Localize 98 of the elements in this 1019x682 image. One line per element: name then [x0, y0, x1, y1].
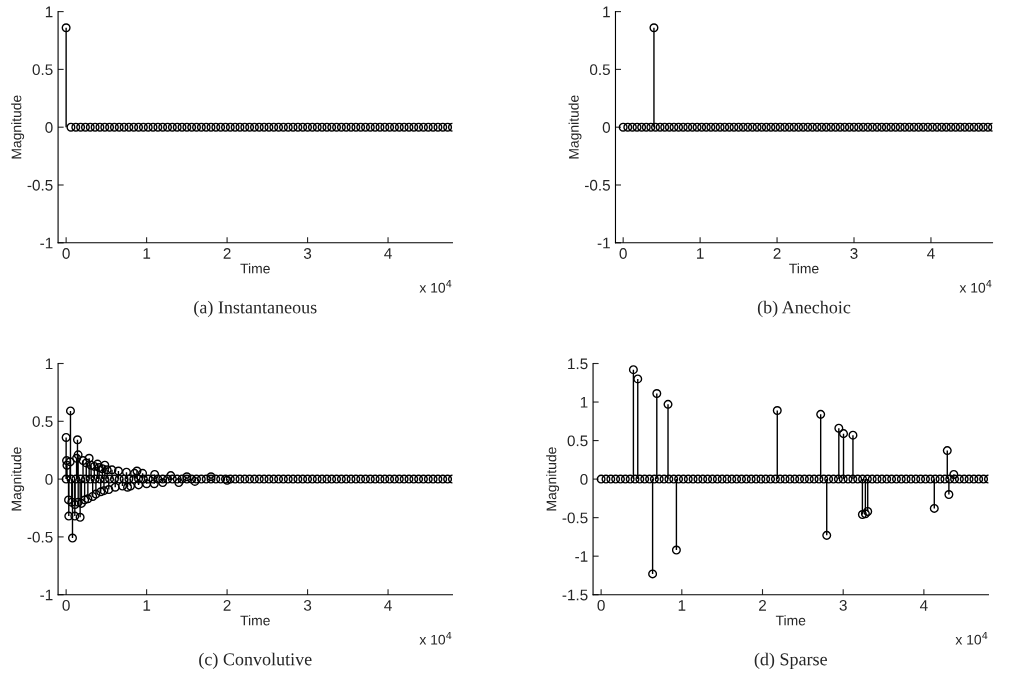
point: [113, 466, 123, 476]
x-axis-title: Time: [789, 263, 819, 274]
point: [848, 430, 858, 440]
y-tick-label: -1: [40, 589, 53, 601]
x-axis-title: Time: [775, 615, 806, 626]
y-tick-label: -0.5: [562, 512, 588, 524]
x-tick-label: 1: [143, 600, 151, 611]
y-tick-label: 1: [580, 397, 588, 408]
y-tick-label: 1.5: [568, 358, 588, 370]
point: [70, 511, 80, 521]
x-tick-label: 3: [850, 248, 858, 259]
point: [929, 503, 939, 513]
y-tick-label: -0.5: [27, 179, 53, 191]
y-tick-label: -1: [597, 237, 610, 249]
y-tick-label: -1: [40, 237, 53, 249]
x-tick-label: 4: [384, 248, 392, 259]
text: (a) Instantaneous: [194, 300, 317, 318]
point: [174, 478, 184, 488]
x-tick-label: 0: [619, 248, 627, 259]
point: [75, 512, 85, 522]
x-tick-label: 1: [678, 600, 686, 611]
x-tick-label: 2: [223, 248, 231, 259]
point: [652, 389, 662, 399]
point: [838, 429, 849, 439]
point: [100, 460, 110, 470]
text: x 10$^{4}$: [419, 280, 452, 293]
point: [949, 469, 959, 479]
point: [663, 399, 673, 409]
point: [822, 530, 832, 540]
y-tick-label: 1: [45, 358, 53, 370]
y-tick-label: 0: [602, 122, 611, 133]
point: [110, 482, 120, 492]
point: [182, 472, 192, 482]
point: [190, 476, 200, 486]
y-tick-label: 0: [45, 473, 53, 485]
point: [84, 453, 94, 463]
x-tick-label: 3: [303, 599, 312, 611]
point: [65, 406, 75, 416]
x-tick-label: 0: [62, 599, 70, 611]
point: [67, 533, 78, 543]
point: [102, 465, 112, 475]
x-tick-label: 0: [62, 248, 70, 259]
text: x 10$^{4}$: [955, 632, 988, 645]
text: (b) Anechoic: [757, 300, 851, 318]
y-tick-label: 0: [45, 122, 53, 133]
y-tick-label: -1.5: [562, 589, 588, 601]
x-tick-label: 1: [143, 248, 151, 259]
x-tick-label: 4: [384, 600, 392, 611]
point: [104, 484, 114, 495]
point: [150, 469, 160, 479]
y-tick-label: 0.5: [567, 435, 588, 447]
x-axis-title: Time: [240, 615, 270, 626]
point: [72, 435, 82, 445]
point: [628, 365, 638, 375]
point: [944, 490, 954, 500]
x-tick-label: 3: [303, 248, 312, 259]
x-axis-title: Time: [240, 263, 270, 274]
y-tick-label: 0.5: [32, 64, 53, 76]
y-axis-title: Magnitude: [546, 447, 560, 511]
point: [142, 479, 152, 489]
point: [149, 479, 159, 489]
text: (c) Convolutive: [199, 652, 312, 670]
point: [158, 478, 168, 488]
y-axis-title: Magnitude: [568, 95, 582, 159]
point: [107, 465, 117, 475]
point: [93, 459, 103, 469]
y-tick-label: 1: [45, 6, 53, 18]
text: (d) Sparse: [754, 652, 827, 670]
point: [61, 432, 71, 443]
text: x 10$^{4}$: [419, 632, 452, 645]
x-tick-label: 4: [919, 600, 928, 611]
point: [772, 406, 782, 416]
y-tick-label: 0.5: [589, 64, 610, 76]
x-tick-label: 4: [927, 248, 935, 259]
point: [166, 471, 176, 481]
y-tick-label: 0.5: [32, 416, 53, 427]
point: [816, 409, 826, 419]
point: [206, 472, 216, 482]
x-tick-label: 3: [839, 599, 847, 611]
y-tick-label: 1: [603, 6, 610, 18]
point: [64, 511, 74, 521]
y-tick-label: 0: [580, 473, 588, 485]
text: x 10$^{4}$: [959, 280, 992, 293]
point: [222, 475, 232, 485]
y-tick-label: -0.5: [27, 531, 53, 543]
y-axis-title: Magnitude: [11, 447, 25, 511]
point: [834, 423, 844, 433]
point: [942, 446, 952, 456]
y-tick-label: -0.5: [584, 179, 610, 191]
point: [648, 569, 658, 579]
y-axis-title: Magnitude: [11, 95, 25, 159]
x-tick-label: 2: [773, 248, 781, 259]
x-tick-label: 2: [223, 599, 231, 611]
x-tick-label: 2: [759, 599, 766, 611]
point: [633, 374, 643, 384]
x-tick-label: 1: [697, 248, 704, 259]
y-tick-label: -1: [575, 551, 588, 562]
point: [671, 545, 681, 555]
